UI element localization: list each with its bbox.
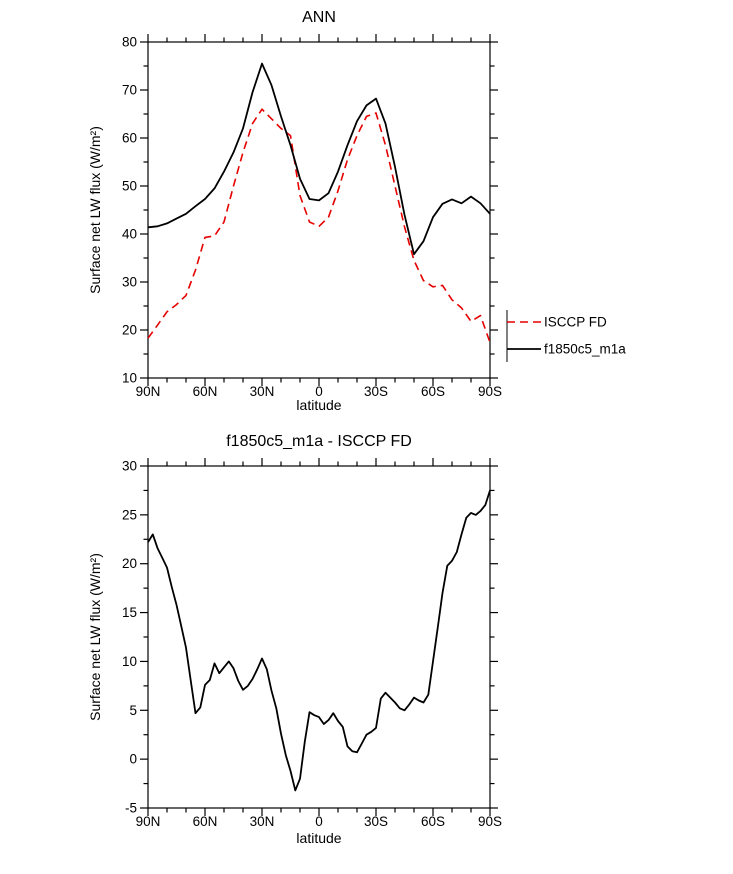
x-tick-label: 90N [136, 384, 161, 399]
legend-label-isccp-fd: ISCCP FD [544, 315, 607, 330]
y-tick-label: 25 [122, 507, 137, 522]
plot-frame [147, 465, 491, 809]
ann-line-chart: 90N 60N 30N 0 30S 60S 90S 10 20 30 40 50 60 70 80 ANN la… [87, 9, 626, 413]
x-tick-label: 60N [193, 384, 218, 399]
x-axis-label: latitude [296, 830, 341, 846]
y-tick-label: 60 [122, 131, 137, 146]
x-tick-label: 30S [364, 814, 388, 829]
y-tick-label: 50 [122, 179, 137, 194]
y-tick-label: 15 [122, 605, 137, 620]
x-axis-label: latitude [296, 397, 341, 413]
axes-ticks [140, 458, 498, 816]
y-tick-label: 20 [122, 556, 137, 571]
y-tick-label: 30 [122, 275, 137, 290]
x-tick-label: 0 [315, 384, 323, 399]
tick-labels: 90N 60N 30N 0 30S 60S 90S 10 20 30 40 50 60 70 80 [122, 35, 502, 400]
y-tick-label: 20 [122, 323, 137, 338]
y-tick-label: 80 [122, 35, 137, 50]
tick-labels: 90N 60N 30N 0 30S 60S 90S -5 0 5 10 15 20 25 30 [122, 459, 502, 830]
diff-line-chart: 90N 60N 30N 0 30S 60S 90S -5 0 5 10 15 20 25 30 f1850c5… [87, 433, 502, 846]
x-tick-label: 0 [315, 814, 323, 829]
legend: ISCCP FD f1850c5_m1a [506, 310, 626, 362]
x-tick-label: 30S [364, 384, 388, 399]
y-tick-label: 10 [122, 654, 137, 669]
y-tick-label: 5 [129, 703, 137, 718]
chart-title: f1850c5_m1a - ISCCP FD [226, 433, 412, 450]
x-tick-label: 90S [478, 814, 502, 829]
x-tick-label: 60S [421, 384, 445, 399]
y-tick-label: 0 [129, 752, 137, 767]
series-f1850c5-m1a-isccp-fd [147, 490, 491, 792]
series-f1850c5-m1a [147, 62, 491, 256]
y-tick-label: 40 [122, 227, 137, 242]
x-tick-label: 60S [421, 814, 445, 829]
legend-label-f1850c5-m1a: f1850c5_m1a [544, 342, 626, 357]
x-tick-label: 30N [250, 384, 275, 399]
x-tick-label: 90S [478, 384, 502, 399]
chart-title: ANN [302, 9, 336, 26]
y-tick-label: 10 [122, 371, 137, 386]
y-tick-label: -5 [125, 801, 137, 816]
series-isccp-fd [147, 108, 491, 343]
x-tick-label: 30N [250, 814, 275, 829]
axes-ticks [140, 34, 498, 386]
y-tick-label: 30 [122, 459, 137, 474]
y-axis-label: Surface net LW flux (W/m²) [87, 553, 103, 721]
y-tick-label: 70 [122, 83, 137, 98]
y-axis-label: Surface net LW flux (W/m²) [87, 126, 103, 294]
x-tick-label: 90N [136, 814, 161, 829]
x-tick-label: 60N [193, 814, 218, 829]
